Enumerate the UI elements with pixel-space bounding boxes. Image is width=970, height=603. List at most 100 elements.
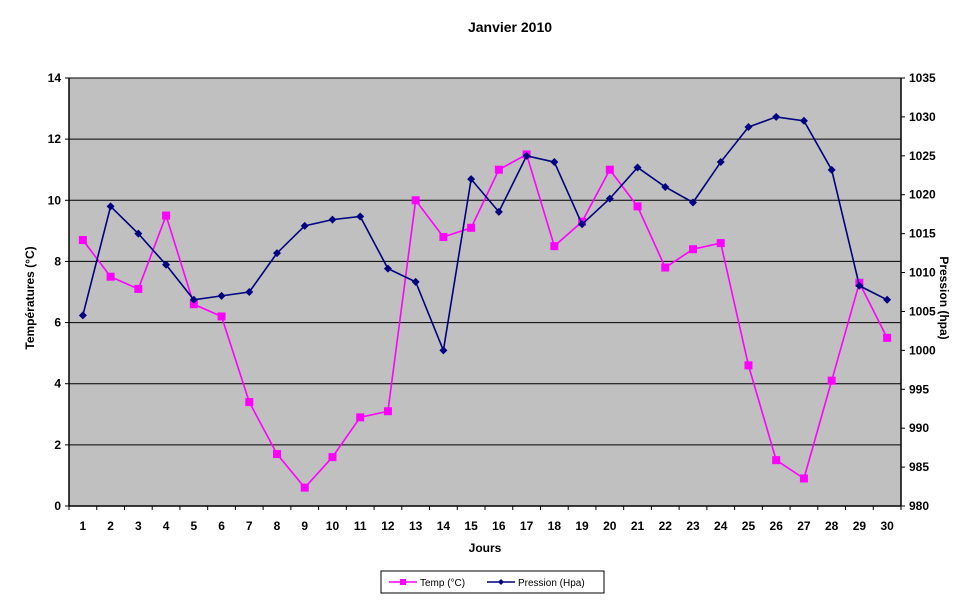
x-tick-label: 3 (135, 519, 142, 533)
right-tick-label: 995 (909, 382, 929, 396)
pressure-point (550, 158, 559, 167)
temp-point (217, 312, 226, 321)
x-tick-label: 2 (107, 519, 114, 533)
temp-point (744, 361, 753, 370)
x-tick-label: 12 (381, 519, 395, 533)
temp-point (356, 413, 365, 422)
pressure-point (855, 281, 864, 290)
temp-point (494, 165, 503, 174)
x-tick-label: 18 (548, 519, 562, 533)
temp-point (772, 456, 781, 465)
chart-title: Janvier 2010 (468, 19, 552, 35)
pressure-point (744, 123, 753, 132)
x-tick-label: 8 (274, 519, 281, 533)
x-tick-label: 9 (301, 519, 308, 533)
pressure-point (661, 182, 670, 191)
x-tick-label: 25 (742, 519, 756, 533)
pressure-point (134, 229, 143, 238)
temp-point (467, 223, 476, 232)
legend: Temp (°C) Pression (Hpa) (380, 570, 605, 594)
left-tick-label: 0 (54, 499, 61, 513)
pressure-point (189, 295, 198, 304)
x-tick-label: 6 (218, 519, 225, 533)
temp-point (273, 450, 281, 459)
x-tick-label: 23 (686, 519, 700, 533)
temp-point (605, 165, 614, 174)
temp-point (78, 236, 87, 245)
right-tick-label: 1030 (909, 110, 936, 124)
x-tick-label: 11 (354, 519, 367, 533)
temp-point (134, 284, 143, 293)
legend-pressure-marker (498, 579, 504, 585)
pressure-point (578, 220, 587, 229)
right-tick-label: 1035 (909, 71, 936, 85)
right-tick-label: 980 (909, 499, 929, 513)
x-tick-label: 27 (797, 519, 811, 533)
right-tick-label: 985 (909, 460, 929, 474)
x-tick-label: 17 (520, 519, 534, 533)
y-axis-left-label: Températures (°C) (23, 246, 37, 349)
pressure-point (300, 221, 309, 230)
temp-point (300, 483, 309, 492)
pressure-point (245, 288, 254, 296)
legend-temp-label: Temp (°C) (420, 578, 465, 589)
legend-pressure-label: Pression (Hpa) (518, 578, 585, 589)
pressure-point (411, 277, 420, 286)
pressure-point (689, 198, 697, 207)
pressure-point (494, 207, 503, 216)
x-tick-label: 29 (853, 519, 867, 533)
x-tick-label: 26 (770, 519, 784, 533)
right-tick-label: 1000 (909, 343, 936, 357)
x-axis-label: Jours (469, 541, 502, 555)
pressure-point (522, 151, 531, 160)
series-lines (78, 112, 892, 492)
x-tick-label: 13 (409, 519, 423, 533)
pressure-point (217, 291, 226, 300)
temp-point (550, 242, 559, 251)
pressure-point (78, 311, 87, 320)
x-tick-label: 19 (575, 519, 589, 533)
pressure-point (605, 194, 614, 203)
pressure-point (383, 264, 392, 273)
right-tick-label: 990 (909, 421, 929, 435)
left-tick-label: 12 (48, 132, 62, 146)
legend-temp-marker (400, 579, 406, 585)
pressure-point (467, 175, 476, 184)
pressure-point (883, 295, 892, 304)
plot-area (69, 78, 901, 506)
right-tick-label: 1005 (909, 304, 936, 318)
temp-point (689, 245, 697, 254)
left-tick-label: 14 (48, 71, 62, 85)
x-tick-label: 14 (437, 519, 451, 533)
x-tick-label: 15 (464, 519, 478, 533)
temp-point (799, 474, 808, 483)
pressure-point (716, 158, 725, 167)
x-tick-label: 24 (714, 519, 728, 533)
x-tick-label: 20 (603, 519, 617, 533)
temp-point (439, 232, 448, 241)
pressure-point (439, 346, 448, 355)
left-tick-label: 8 (54, 254, 61, 268)
left-tick-label: 6 (54, 316, 61, 330)
x-tick-label: 28 (825, 519, 839, 533)
x-tick-label: 21 (631, 519, 645, 533)
pressure-point (799, 116, 808, 125)
pressure-point (356, 212, 365, 221)
temp-point (328, 453, 337, 462)
temp-point (883, 333, 892, 342)
axes (65, 77, 905, 510)
temp-point (106, 272, 115, 281)
right-tick-label: 1015 (909, 227, 936, 241)
tick-labels: 0246810121498098599099510001005101010151… (48, 71, 936, 533)
pressure-point (273, 249, 281, 258)
series-line (82, 116, 888, 354)
pressure-point (633, 163, 642, 172)
temp-point (633, 202, 642, 211)
left-tick-label: 10 (48, 193, 62, 207)
temp-point (661, 263, 670, 272)
x-tick-label: 4 (163, 519, 170, 533)
pressure-point (772, 112, 781, 121)
y-axis-right-label: Pression (hpa) (937, 256, 951, 339)
